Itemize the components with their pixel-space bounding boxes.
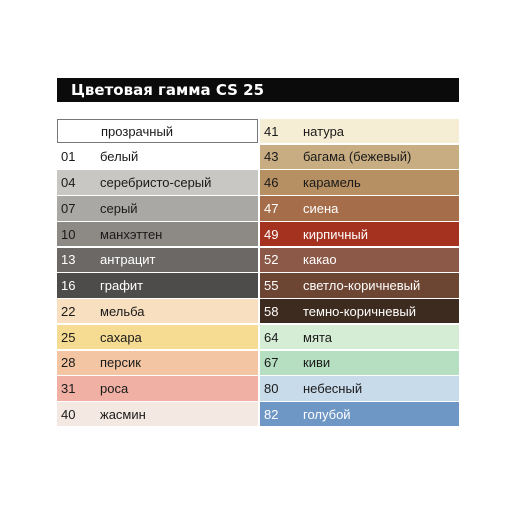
color-swatch-row: 28 персик xyxy=(57,350,258,375)
color-name: голубой xyxy=(303,406,351,422)
color-code: 55 xyxy=(264,278,279,294)
color-name: серый xyxy=(100,200,138,216)
color-swatch-row: 07 серый xyxy=(57,196,258,221)
color-swatch-row: 13 антрацит xyxy=(57,247,258,272)
page-title: Цветовая гамма CS 25 xyxy=(57,78,459,102)
color-code: 41 xyxy=(264,123,279,139)
color-name: манхэттен xyxy=(100,226,163,242)
color-swatch-row: 41 натура xyxy=(260,119,459,144)
color-code: 64 xyxy=(264,329,279,345)
color-code: 28 xyxy=(61,355,76,371)
color-code: 10 xyxy=(61,226,76,242)
color-name: натура xyxy=(303,123,345,139)
color-name: карамель xyxy=(303,175,361,191)
color-code: 04 xyxy=(61,175,76,191)
color-name: графит xyxy=(100,278,144,294)
color-name: мята xyxy=(303,329,333,345)
color-code: 40 xyxy=(61,406,76,422)
color-swatch-row: 46 карамель xyxy=(260,170,459,195)
color-name: небесный xyxy=(303,380,363,396)
color-swatch-row: 55 светло-коричневый xyxy=(260,273,459,298)
color-code: 25 xyxy=(61,329,76,345)
color-swatch-row: 49 кирпичный xyxy=(260,221,459,247)
color-name: темно-коричневый xyxy=(303,303,416,319)
color-swatch-row: 82 голубой xyxy=(260,402,459,427)
color-code: 01 xyxy=(61,149,76,165)
color-name: серебристо-серый xyxy=(100,175,212,191)
color-code: 22 xyxy=(61,303,76,319)
color-code: 13 xyxy=(61,252,76,268)
color-column-left: прозрачный 01 белый 04 серебристо-серый 07 сер… xyxy=(57,119,258,427)
color-chart: прозрачный 01 белый 04 серебристо-серый 07 сер… xyxy=(57,119,459,427)
color-code: 16 xyxy=(61,278,76,294)
color-name: роса xyxy=(100,380,129,396)
color-code: 46 xyxy=(264,175,279,191)
color-swatch-row: 25 сахара xyxy=(57,324,258,350)
color-swatch-row: 22 мельба xyxy=(57,299,258,324)
color-name: кирпичный xyxy=(303,226,369,242)
color-code: 43 xyxy=(264,149,279,165)
color-swatch-row: 04 серебристо-серый xyxy=(57,170,258,195)
color-code: 80 xyxy=(264,380,279,396)
color-code: 49 xyxy=(264,226,279,242)
color-name: жасмин xyxy=(100,406,146,422)
color-swatch-row: 31 роса xyxy=(57,376,258,401)
color-name: персик xyxy=(100,355,141,371)
color-swatch-row: 80 небесный xyxy=(260,376,459,401)
color-code: 31 xyxy=(61,380,76,396)
color-name: сахара xyxy=(100,329,142,345)
color-swatch-row: 47 сиена xyxy=(260,196,459,221)
color-swatch-row: 64 мята xyxy=(260,324,459,350)
color-swatch-row: 67 киви xyxy=(260,350,459,375)
color-code: 67 xyxy=(264,355,279,371)
color-code: 82 xyxy=(264,406,279,422)
color-name: мельба xyxy=(100,303,145,319)
color-column-right: 41 натура 43 багама (бежевый) 46 карамель 47 си… xyxy=(260,119,459,427)
color-name: багама (бежевый) xyxy=(303,149,412,165)
color-swatch-row: 40 жасмин xyxy=(57,402,258,427)
color-swatch-row: прозрачный xyxy=(57,119,258,144)
color-swatch-row: 16 графит xyxy=(57,273,258,298)
color-name: светло-коричневый xyxy=(303,278,421,294)
color-name: белый xyxy=(100,149,139,165)
color-swatch-row: 10 манхэттен xyxy=(57,221,258,247)
color-code: 07 xyxy=(61,200,76,216)
color-swatch-row: 52 какао xyxy=(260,247,459,272)
color-swatch-row: 01 белый xyxy=(57,144,258,170)
color-swatch-row: 58 темно-коричневый xyxy=(260,299,459,324)
color-name: антрацит xyxy=(100,252,156,268)
color-code: 47 xyxy=(264,200,279,216)
color-code: 58 xyxy=(264,303,279,319)
color-name: киви xyxy=(303,355,331,371)
color-name: какао xyxy=(303,252,337,268)
color-name: прозрачный xyxy=(101,123,174,139)
color-name: сиена xyxy=(303,200,339,216)
color-code: 52 xyxy=(264,252,279,268)
color-swatch-row: 43 багама (бежевый) xyxy=(260,144,459,170)
